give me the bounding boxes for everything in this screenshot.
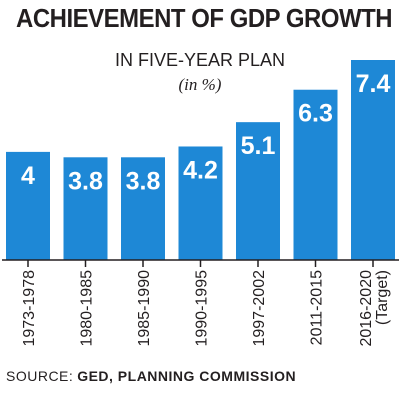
source-label: SOURCE:	[6, 368, 74, 384]
source-note: SOURCE: GED, PLANNING COMMISSION	[6, 368, 296, 384]
bar	[63, 157, 108, 260]
x-tick-label: 2011-2015	[309, 270, 326, 345]
data-label: 3.8	[126, 167, 161, 195]
data-label: 5.1	[241, 132, 276, 160]
x-tick-label: 2016-2020	[358, 270, 375, 347]
x-tick-label: 1997-2002	[251, 270, 268, 347]
data-label: 6.3	[298, 100, 333, 128]
chart-title: ACHIEVEMENT OF GDP GROWTH	[16, 3, 393, 33]
x-tick-label: 1980-1985	[79, 270, 96, 347]
data-label: 3.8	[68, 167, 103, 195]
unit-label: (in %)	[178, 75, 222, 94]
data-label: 4	[21, 162, 35, 190]
bar	[178, 146, 223, 260]
x-tick-label: 1985-1990	[136, 270, 153, 347]
bar	[293, 89, 338, 260]
data-label: 7.4	[356, 70, 391, 98]
data-label: 4.2	[183, 156, 218, 184]
source-value: GED, PLANNING COMMISSION	[77, 368, 297, 384]
bar	[351, 60, 395, 260]
bar	[121, 157, 165, 260]
x-tick-label: 1973-1978	[21, 270, 38, 347]
bar	[236, 122, 280, 260]
x-tick-label: 1990-1995	[194, 270, 211, 347]
bar	[6, 151, 50, 260]
chart-subtitle: IN FIVE-YEAR PLAN	[114, 50, 286, 70]
x-tick-label: (Target)	[374, 270, 391, 325]
